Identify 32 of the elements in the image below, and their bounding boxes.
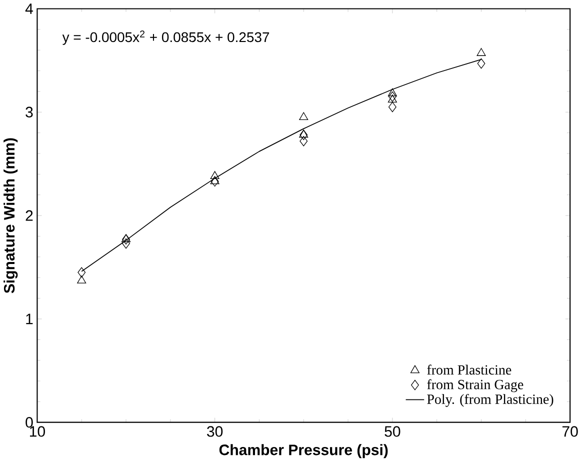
legend-label: from Plasticine xyxy=(427,364,512,375)
point xyxy=(300,136,308,146)
x-tick-label: 30 xyxy=(207,426,223,437)
point xyxy=(122,234,131,242)
point xyxy=(299,112,308,120)
y-tick-label: 2 xyxy=(26,210,33,221)
legend-label: from Strain Gage xyxy=(427,379,524,392)
point xyxy=(300,130,308,140)
point xyxy=(210,176,219,187)
legend-label: Poly. (from Plasticine) xyxy=(427,394,554,407)
point xyxy=(77,276,86,284)
y-tick-label: 3 xyxy=(26,106,33,118)
x-axis-title: Chamber Pressure (psi) xyxy=(219,444,388,458)
point xyxy=(122,238,130,249)
point xyxy=(388,94,397,103)
y-tick-label: 1 xyxy=(26,314,33,324)
point xyxy=(388,102,396,112)
point xyxy=(210,171,220,180)
point xyxy=(299,130,308,138)
x-tick-label: 10 xyxy=(30,426,45,437)
point xyxy=(388,88,397,96)
y-axis-title: Signature Width (mm) xyxy=(4,138,18,294)
annotation: y = -0.0005x$^{2}$ + 0.0855x + 0.2537 xyxy=(62,30,270,46)
point xyxy=(210,176,220,184)
y-tick-label: 4 xyxy=(25,4,33,14)
x-tick-label: 50 xyxy=(384,426,400,437)
point xyxy=(388,92,396,102)
x-tick-label: 70 xyxy=(562,426,578,437)
point xyxy=(122,234,130,245)
y-tick-label: 0 xyxy=(26,417,33,428)
point xyxy=(78,267,86,278)
point xyxy=(476,48,486,56)
